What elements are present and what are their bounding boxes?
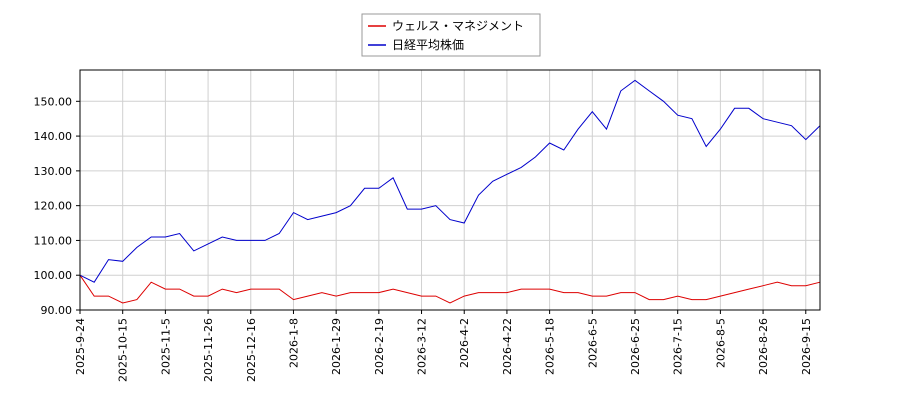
legend-label: 日経平均株価: [392, 37, 464, 52]
x-tick-label: 2026-8-5: [714, 318, 727, 368]
x-tick-label: 2025-9-24: [74, 318, 87, 375]
x-tick-label: 2026-4-22: [501, 318, 514, 375]
x-tick-label: 2026-3-12: [416, 318, 429, 375]
y-tick-label: 90.00: [41, 304, 73, 317]
x-tick-label: 2026-5-18: [544, 318, 557, 375]
line-series: [79, 274, 821, 304]
x-tick-label: 2026-6-5: [586, 318, 599, 368]
y-tick-label: 140.00: [34, 130, 73, 143]
x-tick-label: 2026-1-29: [330, 318, 343, 375]
y-tick-label: 150.00: [34, 95, 73, 108]
x-tick-label: 2025-12-16: [245, 318, 258, 382]
x-tick-label: 2025-11-26: [202, 318, 215, 382]
x-tick-label: 2026-6-25: [629, 318, 642, 375]
y-tick-label: 120.00: [34, 200, 73, 213]
x-tick-label: 2026-2-19: [373, 318, 386, 375]
y-tick-label: 110.00: [34, 234, 73, 247]
y-tick-label: 130.00: [34, 165, 73, 178]
x-tick-label: 2026-4-2: [458, 318, 471, 368]
legend-box: [361, 13, 541, 57]
legend-label: ウェルス・マネジメント: [392, 19, 524, 33]
x-tick-label: 2026-8-26: [757, 318, 770, 375]
plot-frame: [79, 69, 821, 311]
plot-area: [79, 69, 821, 311]
x-tick-label: 2025-11-5: [159, 318, 172, 375]
x-tick-label: 2026-7-15: [672, 318, 685, 375]
x-tick-label: 2025-10-15: [117, 318, 130, 382]
y-tick-label: 100.00: [34, 269, 73, 282]
x-tick-label: 2026-9-15: [800, 318, 813, 375]
x-tick-label: 2026-1-8: [287, 318, 300, 368]
line-series: [79, 79, 821, 283]
